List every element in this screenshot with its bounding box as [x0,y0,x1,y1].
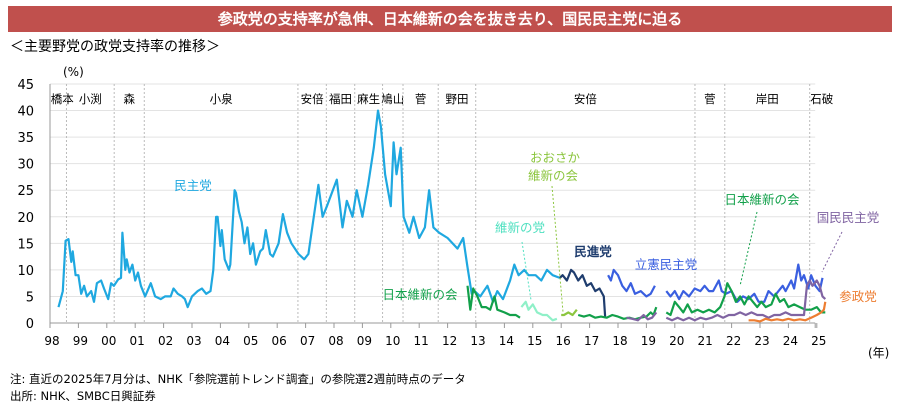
series-line [665,282,826,317]
chart-note: 注: 直近の2025年7月分は、NHK「参院選前トレンド調査」の参院選2週前時点… [10,372,466,386]
x-tick-label: 07 [300,334,315,348]
leader-line [821,231,843,273]
x-tick-label: 98 [44,334,59,348]
x-tick-label: 99 [73,334,88,348]
x-tick-label: 19 [641,334,656,348]
leader-line [551,185,564,313]
x-tick-label: 05 [243,334,258,348]
pm-label: 菅 [415,92,427,106]
series-label: 日本維新の会 [724,192,800,207]
y-tick-label: 15 [17,237,34,252]
x-tick-label: 16 [556,334,571,348]
pm-label: 石破 [810,92,833,106]
series-label: おおさか [530,150,581,165]
y-tick-label: 10 [17,264,34,279]
series-label: 維新の会 [528,168,579,183]
x-tick-label: 12 [442,334,457,348]
x-tick-label: 17 [584,334,599,348]
x-tick-label: 10 [385,334,400,348]
pm-label: 安倍 [301,92,324,106]
pm-label: 菅 [704,92,716,106]
x-tick-label: 00 [101,334,116,348]
x-tick-label: 02 [158,334,173,348]
leader-line [739,211,758,287]
x-tick-label: 11 [414,334,429,348]
y-tick-label: 25 [17,184,34,199]
leader-line [521,241,532,301]
x-tick-label: 25 [811,334,826,348]
pm-label: 小渕 [79,92,102,106]
x-tick-label: 09 [357,334,372,348]
title-banner: 参政党の支持率が急伸、日本維新の会を抜き去り、国民民主党に迫る [8,6,892,32]
x-tick-label: 23 [754,334,769,348]
series-line [559,268,607,318]
series-line [57,109,561,309]
x-tick-label: 01 [130,334,145,348]
x-tick-label: 06 [272,334,287,348]
series-line [561,309,578,317]
x-tick-label: 15 [527,334,542,348]
pm-label: 岸田 [756,92,779,106]
series-line [520,300,558,322]
series-line [607,268,656,298]
chart-source: 出所: NHK、SMBC日興証券 [10,389,156,403]
y-axis-unit: (%) [63,65,84,79]
pm-label: 橋本 [51,92,74,106]
y-tick-label: 20 [17,211,34,226]
pm-label: 安倍 [574,92,597,106]
series-label: 参政党 [839,289,877,304]
x-tick-label: 18 [612,334,627,348]
y-tick-label: 35 [17,131,34,146]
series-line [466,285,521,319]
pm-label: 鳩山 [381,92,404,106]
series-line [665,263,824,303]
x-tick-label: 14 [499,334,514,348]
pm-label: 森 [123,92,135,106]
pm-label: 麻生 [357,92,380,106]
x-tick-label: 03 [186,334,201,348]
y-tick-label: 30 [17,158,34,173]
y-tick-label: 0 [26,317,34,332]
series-line [665,279,827,322]
x-tick-label: 04 [215,334,230,348]
series-line [748,301,827,323]
y-tick-label: 5 [26,290,34,305]
x-axis-unit: (年) [868,346,889,360]
x-tick-label: 21 [698,334,713,348]
x-tick-label: 24 [783,334,798,348]
series-line [577,306,658,321]
x-tick-label: 08 [328,334,343,348]
series-line [626,311,658,322]
chart-subtitle: ＜主要野党の政党支持率の推移＞ [10,39,220,55]
pm-label: 小泉 [210,92,233,106]
series-label: 民進党 [574,244,612,259]
x-tick-label: 20 [669,334,684,348]
pm-label: 福田 [329,92,352,106]
x-tick-label: 22 [726,334,741,348]
y-tick-label: 45 [17,78,34,93]
y-tick-label: 40 [17,105,34,120]
series-label: 維新の党 [495,220,545,235]
pm-label: 野田 [445,92,468,106]
series-label: 国民民主党 [817,210,880,225]
series-label: 立憲民主党 [635,257,698,272]
x-tick-label: 13 [470,334,485,348]
series-label: 民主党 [174,178,212,193]
series-label: 日本維新の会 [382,287,458,302]
